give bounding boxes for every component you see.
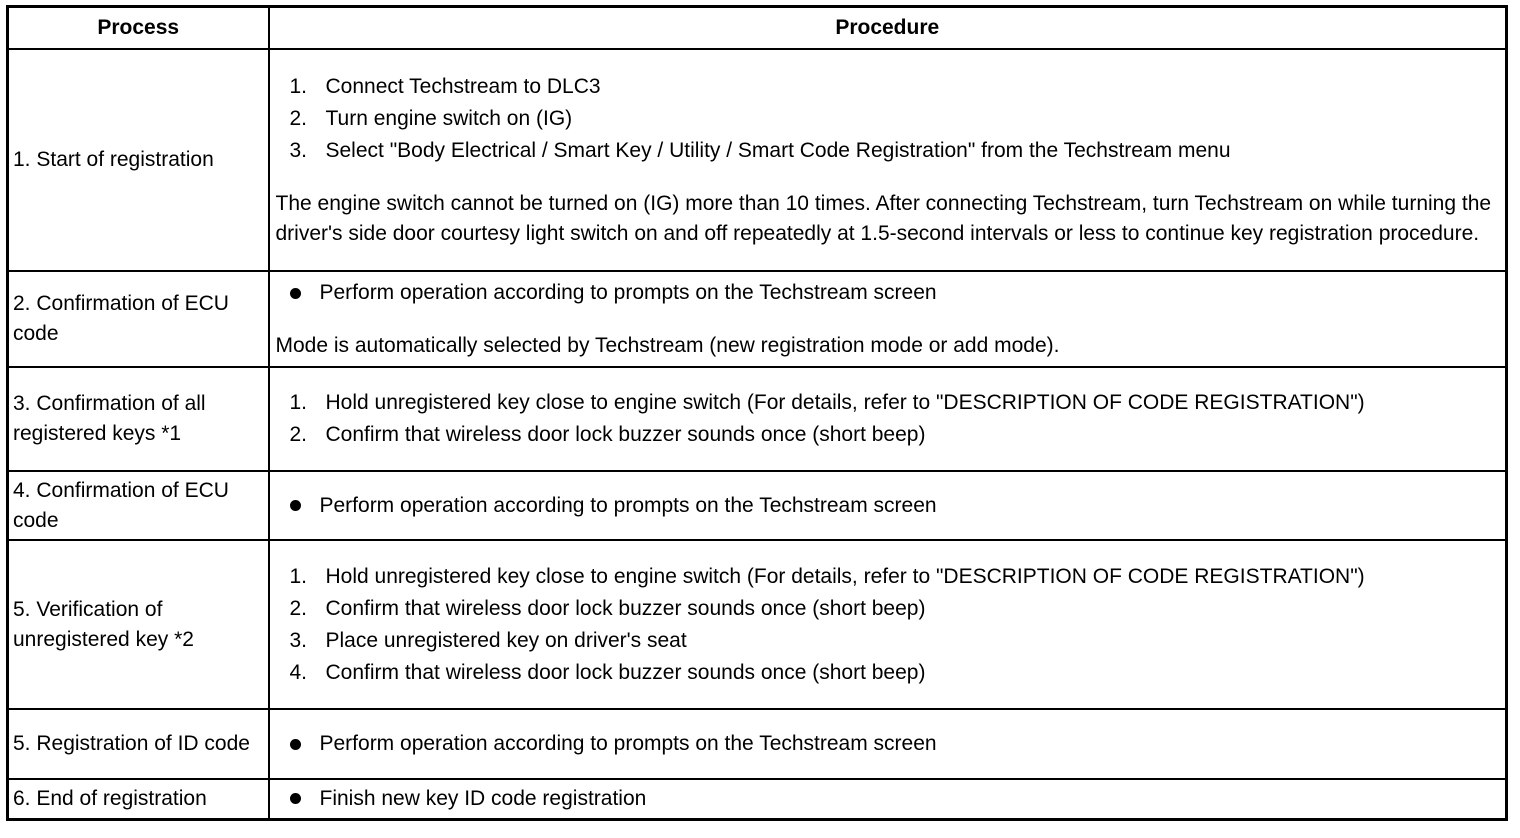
step-number: 1. [289,391,308,414]
bullet-icon [289,793,301,805]
procedure-step: 3. Select "Body Electrical / Smart Key / … [276,136,1496,166]
procedure-cell: 1. Hold unregistered key close to engine … [267,539,1508,710]
procedure-cell: Perform operation according to prompts o… [267,470,1508,541]
step-text: Place unregistered key on driver's seat [325,628,687,652]
procedure-step: Perform operation according to prompts o… [276,729,1496,759]
table-row: 2. Confirmation of ECU code Perform opera… [6,270,1508,368]
procedure-cell: Perform operation according to prompts o… [267,270,1508,368]
step-number: 3. [289,139,308,162]
step-text: Hold unregistered key close to engine sw… [325,564,1365,588]
procedure-cell: Perform operation according to prompts o… [267,708,1508,780]
table-row: 5. Registration of ID code Perform operat… [6,708,1508,780]
procedure-step: 1. Hold unregistered key close to engine … [276,388,1496,418]
header-process: Process [6,5,270,50]
procedure-step: Finish new key ID code registration [276,784,1496,814]
step-text: Select "Body Electrical / Smart Key / Ut… [325,139,1231,162]
procedure-step: 2. Turn engine switch on (IG) [276,104,1496,134]
procedure-step: 2. Confirm that wireless door lock buzzer… [276,594,1496,624]
procedure-content: Perform operation according to prompts o… [276,728,1496,760]
procedure-cell: 1. Connect Techstream to DLC3 2. Turn engin… [267,48,1508,272]
procedure-step: 2. Confirm that wireless door lock buzzer… [276,420,1496,450]
procedure-step: Perform operation according to prompts o… [276,278,1496,308]
step-text: Confirm that wireless door lock buzzer s… [325,660,926,684]
procedure-step: 3. Place unregistered key on driver's sea… [276,626,1496,656]
procedure-content: Finish new key ID code registration [276,783,1496,815]
process-cell: 1. Start of registration [6,48,270,272]
step-text: Perform operation according to prompts o… [319,281,937,304]
step-text: Finish new key ID code registration [319,786,647,810]
table-header-row: Process Procedure [6,5,1508,50]
bullet-icon [289,738,301,750]
step-number: 1. [289,564,308,588]
header-procedure: Procedure [267,5,1508,50]
step-text: Hold unregistered key close to engine sw… [325,391,1365,414]
procedure-content: Perform operation according to prompts o… [276,277,1496,361]
procedure-content: 1. Hold unregistered key close to engine … [276,387,1496,451]
procedure-cell: Finish new key ID code registration [267,778,1508,820]
table-row: 1. Start of registration 1. Connect Techst… [6,48,1508,272]
step-text: Connect Techstream to DLC3 [325,75,601,98]
table-row: 4. Confirmation of ECU code Perform opera… [6,470,1508,541]
step-text: Perform operation according to prompts o… [319,493,937,517]
procedure-step: 1. Hold unregistered key close to engine … [276,562,1496,592]
registration-procedure-table: Process Procedure 1. Start of registrati… [6,5,1508,821]
step-number: 4. [289,660,308,684]
step-text: Turn engine switch on (IG) [325,107,573,130]
process-cell: 4. Confirmation of ECU code [6,470,270,541]
procedure-note: The engine switch cannot be turned on (I… [275,192,1492,245]
procedure-content: 1. Hold unregistered key close to engine … [276,561,1496,689]
procedure-cell: 1. Hold unregistered key close to engine … [267,366,1508,472]
procedure-step: Perform operation according to prompts o… [276,491,1496,521]
process-cell: 2. Confirmation of ECU code [6,270,270,368]
process-cell: 6. End of registration [6,778,270,820]
procedure-step: 1. Connect Techstream to DLC3 [276,72,1496,102]
table-row: 3. Confirmation of all registered keys *… [6,366,1508,472]
bullet-icon [289,500,301,511]
table-row: 5. Verification of unregistered key *2 1.… [6,539,1508,710]
process-cell: 5. Registration of ID code [6,708,270,780]
process-cell: 3. Confirmation of all registered keys *… [6,366,270,472]
procedure-step: 4. Confirm that wireless door lock buzzer… [276,658,1496,688]
table-row: 6. End of registration Finish new key ID … [6,778,1508,820]
procedure-note: Mode is automatically selected by Techst… [275,334,1060,357]
step-text: Perform operation according to prompts o… [319,732,937,755]
step-number: 2. [289,423,308,446]
step-number: 2. [289,107,308,130]
procedure-content: Perform operation according to prompts o… [276,490,1496,522]
step-text: Confirm that wireless door lock buzzer s… [325,423,926,446]
step-number: 3. [289,628,308,652]
process-cell: 5. Verification of unregistered key *2 [6,539,270,710]
bullet-icon [289,287,301,299]
step-text: Confirm that wireless door lock buzzer s… [325,596,926,620]
procedure-content: 1. Connect Techstream to DLC3 2. Turn engin… [276,71,1496,249]
step-number: 2. [289,596,308,620]
step-number: 1. [289,75,308,98]
